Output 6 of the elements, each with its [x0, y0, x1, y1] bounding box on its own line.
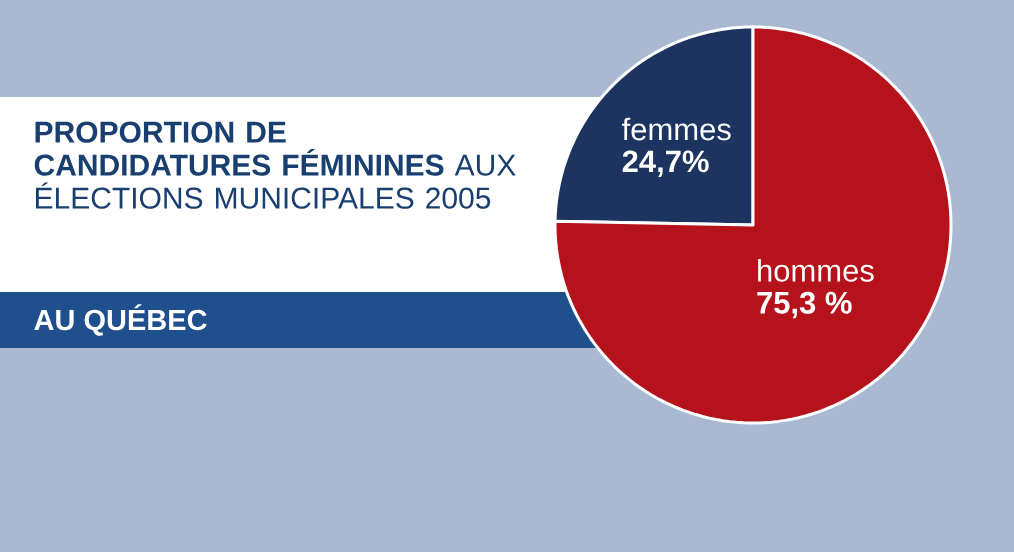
slice-label: hommes [758, 258, 874, 282]
text: AU QUÉBEC [34, 304, 207, 336]
slice-label: femmes [622, 117, 731, 141]
data-label: 75,3 % [757, 291, 852, 319]
text: PROPORTION DE CANDIDATURES FÉMININES AUX ÉLECTIONS MUNICIPALES 2005 [34, 121, 516, 209]
data-label: 24,7% [622, 150, 709, 177]
